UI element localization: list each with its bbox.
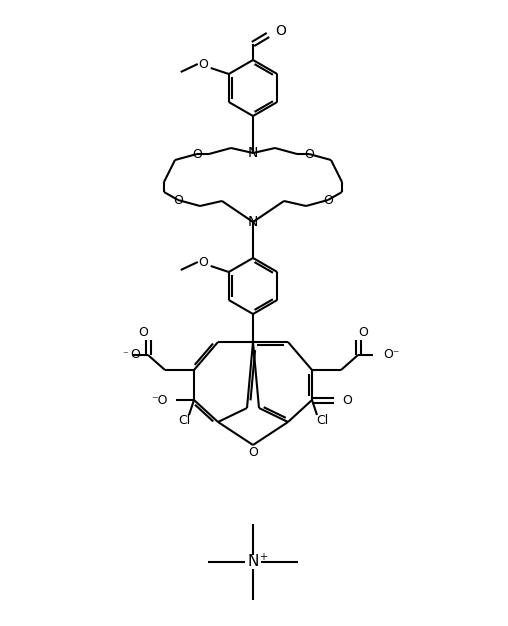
Text: O⁻: O⁻ bbox=[383, 349, 399, 361]
Text: N: N bbox=[247, 555, 259, 570]
Text: N: N bbox=[248, 215, 258, 229]
Text: ⁻O: ⁻O bbox=[151, 394, 168, 406]
Text: O: O bbox=[192, 148, 202, 160]
Text: Cl: Cl bbox=[316, 414, 328, 426]
Text: O: O bbox=[198, 58, 208, 71]
Text: O: O bbox=[323, 193, 333, 207]
Text: O: O bbox=[130, 349, 140, 361]
Text: +: + bbox=[259, 552, 267, 562]
Text: N: N bbox=[248, 146, 258, 160]
Text: O: O bbox=[198, 255, 208, 269]
Text: O: O bbox=[275, 24, 286, 38]
Text: ⁻: ⁻ bbox=[122, 350, 128, 360]
Text: O: O bbox=[138, 326, 148, 339]
Text: O: O bbox=[173, 193, 183, 207]
Text: O: O bbox=[248, 446, 258, 459]
Text: O: O bbox=[304, 148, 314, 160]
Text: O: O bbox=[358, 326, 368, 339]
Text: Cl: Cl bbox=[178, 414, 190, 426]
Text: O: O bbox=[342, 394, 352, 406]
